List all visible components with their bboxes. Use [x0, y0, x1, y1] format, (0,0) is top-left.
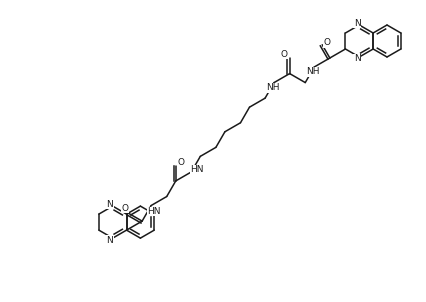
Text: HN: HN	[190, 165, 204, 175]
Text: HN: HN	[147, 207, 161, 216]
Text: O: O	[177, 158, 184, 167]
Text: N: N	[106, 236, 113, 245]
Text: O: O	[323, 38, 330, 47]
Text: NH: NH	[266, 83, 279, 92]
Text: N: N	[353, 54, 360, 63]
Text: O: O	[121, 204, 128, 213]
Text: N: N	[106, 200, 113, 209]
Text: NH: NH	[306, 68, 319, 76]
Text: N: N	[353, 18, 360, 27]
Text: O: O	[279, 50, 287, 59]
